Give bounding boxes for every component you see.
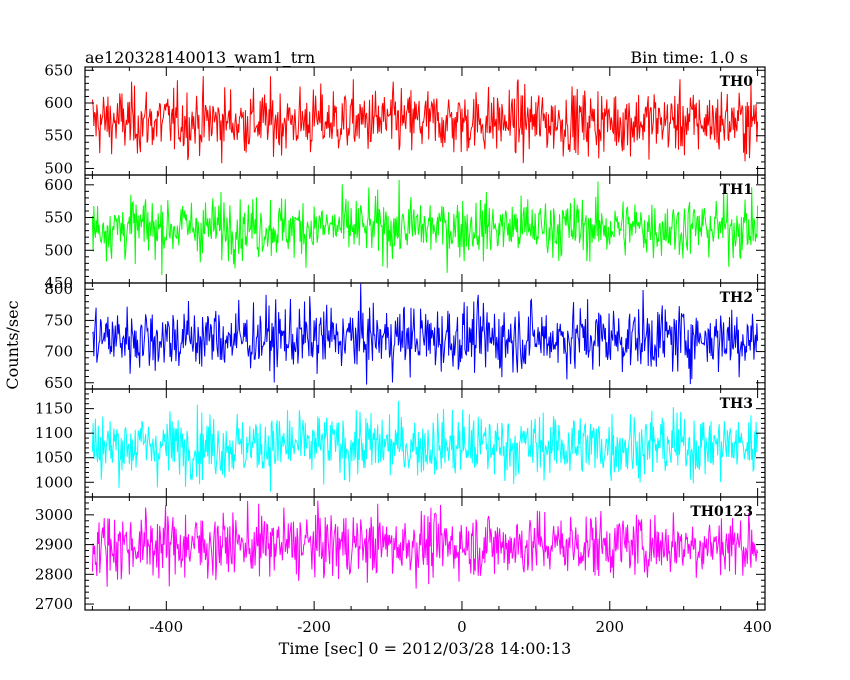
y-tick-label: 1100 bbox=[35, 424, 73, 442]
series-line-th0 bbox=[91, 76, 759, 164]
y-tick-label: 550 bbox=[44, 209, 73, 227]
panel-label-th3: TH3 bbox=[720, 396, 753, 412]
panel-th2: 650 700 750 800 TH2 bbox=[44, 280, 766, 392]
series-line-th1 bbox=[91, 179, 759, 276]
y-tick-label: 750 bbox=[44, 311, 73, 329]
y-tick-label: 650 bbox=[44, 374, 73, 392]
panel-label-th0123: TH0123 bbox=[690, 504, 753, 520]
bin-time-label: Bin time: 1.0 s bbox=[630, 48, 748, 67]
x-tick-label: -400 bbox=[149, 618, 183, 636]
y-tick-label: 2800 bbox=[35, 565, 73, 583]
x-tick-label: -200 bbox=[297, 618, 331, 636]
panel-stack: 500 550 600 650 TH0 450 500 550 600 TH1 650 700 750 8… bbox=[35, 61, 766, 613]
panel-th0123: 2700 2800 2900 3000 TH0123 bbox=[35, 496, 766, 613]
y-tick-label: 700 bbox=[44, 343, 73, 361]
y-tick-label: 500 bbox=[44, 241, 73, 259]
y-tick-label: 500 bbox=[44, 159, 73, 177]
x-tick-label: 0 bbox=[457, 618, 467, 636]
panel-label-th0: TH0 bbox=[720, 74, 754, 90]
y-tick-label: 1000 bbox=[35, 473, 73, 491]
y-tick-label: 650 bbox=[44, 61, 73, 79]
panel-label-th1: TH1 bbox=[720, 182, 753, 198]
y-tick-label: 3000 bbox=[35, 506, 73, 524]
y-tick-label: 2700 bbox=[35, 595, 73, 613]
series-line-th2 bbox=[91, 283, 759, 385]
y-tick-label: 600 bbox=[44, 176, 73, 194]
y-tick-label: 550 bbox=[44, 127, 73, 145]
x-tick-label: 200 bbox=[595, 618, 624, 636]
series-line-th0123 bbox=[91, 500, 759, 589]
y-tick-label: 450 bbox=[44, 274, 73, 292]
x-tick-label: 400 bbox=[743, 618, 772, 636]
y-tick-label: 800 bbox=[44, 280, 73, 298]
x-axis-label: Time [sec] 0 = 2012/03/28 14:00:13 bbox=[279, 639, 572, 658]
y-tick-label: 600 bbox=[44, 94, 73, 112]
panel-th0: 500 550 600 650 TH0 bbox=[44, 61, 766, 177]
panel-th1: 450 500 550 600 TH1 bbox=[44, 174, 766, 292]
y-axis-label: Counts/sec bbox=[3, 300, 22, 389]
x-axis: -400 -200 0 200 400 bbox=[149, 618, 771, 636]
plot-title: ae120328140013_wam1_trn bbox=[85, 48, 315, 67]
y-tick-label: 1050 bbox=[35, 449, 73, 467]
y-tick-label: 1150 bbox=[35, 400, 73, 418]
y-tick-label: 2900 bbox=[35, 536, 73, 554]
series-line-th3 bbox=[91, 400, 759, 492]
panel-th3: 1000 1050 1100 1150 TH3 bbox=[35, 388, 766, 498]
panel-label-th2: TH2 bbox=[720, 290, 753, 306]
